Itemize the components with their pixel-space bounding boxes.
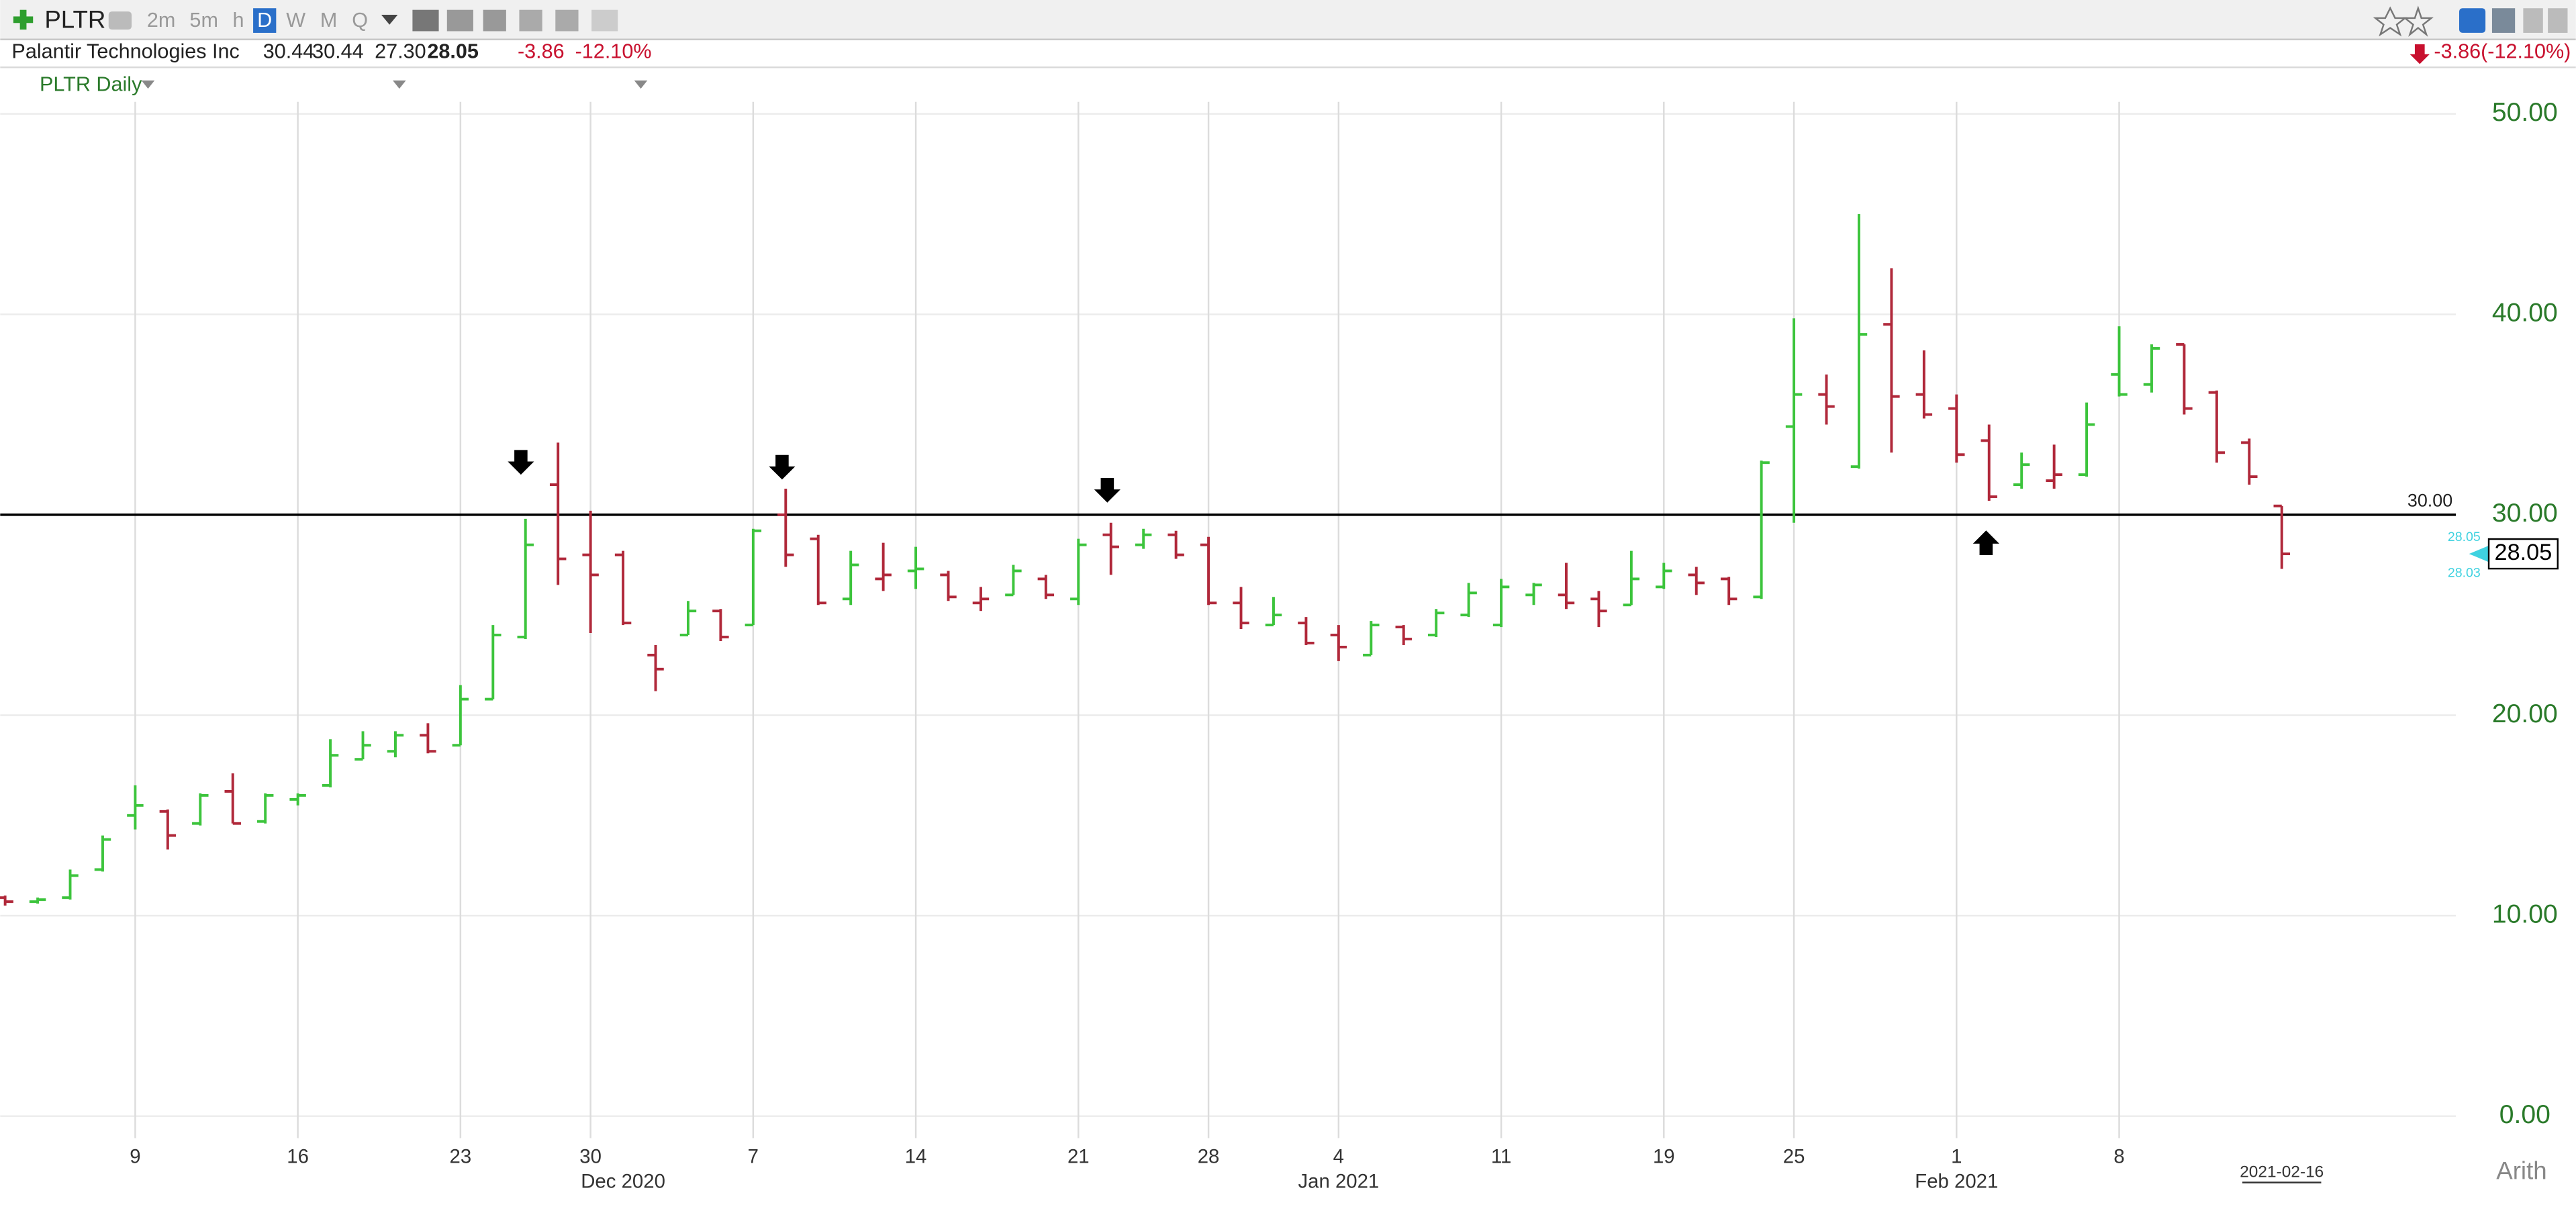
last-price-pointer <box>2469 545 2489 563</box>
s-icon[interactable] <box>2459 8 2486 33</box>
y-tick-label: 30.00 <box>2492 499 2558 528</box>
signal-arrow-down <box>508 450 534 475</box>
x-tick-label: 14 <box>905 1146 927 1168</box>
month-label: Dec 2020 <box>581 1170 665 1192</box>
interval-highlight <box>253 8 277 33</box>
icon[interactable] <box>412 9 439 32</box>
y-tick-label: 20.00 <box>2492 699 2558 728</box>
last-price-box <box>2487 538 2559 570</box>
y-tick-label: 0.00 <box>2499 1100 2550 1129</box>
quote-label: 28.03 <box>2448 566 2481 581</box>
x-tick-label: 1 <box>1951 1146 1962 1168</box>
last-date-label: 2021-02-16 <box>2240 1163 2324 1181</box>
interval-button[interactable]: h <box>233 9 244 32</box>
y-tick-label: 40.00 <box>2492 299 2558 328</box>
interval-button[interactable]: D <box>257 9 272 32</box>
icon[interactable] <box>555 9 579 32</box>
icon[interactable] <box>591 9 618 32</box>
dropdown[interactable] <box>634 80 648 89</box>
icon[interactable] <box>519 9 542 32</box>
x-tick-label: 11 <box>1491 1146 1511 1168</box>
x-tick-label: 25 <box>1783 1146 1805 1168</box>
x-tick-label: 19 <box>1653 1146 1675 1168</box>
symbol[interactable]: PLTR <box>44 5 105 33</box>
icon[interactable] <box>446 9 473 32</box>
quote-open: 30.44 <box>263 40 315 62</box>
x-tick-label: 28 <box>1198 1146 1220 1168</box>
x-tick-label: 4 <box>1333 1146 1344 1168</box>
x-tick-label: 21 <box>1067 1146 1090 1168</box>
company-name: Palantir Technologies Inc <box>11 40 239 62</box>
icon[interactable] <box>108 11 132 30</box>
interval-button[interactable]: 5m <box>189 9 218 32</box>
month-label: Feb 2021 <box>1915 1170 1998 1192</box>
signal-arrow-down <box>1094 477 1120 503</box>
x-tick-label: 9 <box>130 1146 140 1168</box>
y-tick-label: 10.00 <box>2492 899 2558 928</box>
interval-button[interactable]: W <box>286 9 305 32</box>
x-tick-label: 8 <box>2113 1146 2124 1168</box>
x-tick-label: 7 <box>748 1146 759 1168</box>
x-tick-label: 23 <box>450 1146 472 1168</box>
down-arrow-icon <box>2410 44 2430 64</box>
quote-change: -3.86 <box>518 40 565 62</box>
x-tick-label: 16 <box>287 1146 309 1168</box>
star-icon[interactable] <box>2373 6 2407 37</box>
interval-button[interactable]: M <box>320 9 337 32</box>
interval-button[interactable]: Q <box>352 9 368 32</box>
change-summary: -3.86(-12.10%) <box>2434 40 2571 62</box>
chart-title[interactable]: PLTR Daily <box>40 72 142 95</box>
save-icon[interactable] <box>2491 8 2516 33</box>
dropdown[interactable] <box>381 15 398 25</box>
icon[interactable] <box>2523 8 2543 33</box>
interval-button[interactable]: 2m <box>147 9 175 32</box>
y-tick-label: 50.00 <box>2492 98 2558 127</box>
scale-mode[interactable]: Arith <box>2496 1157 2546 1185</box>
x-tick-label: 30 <box>579 1146 602 1168</box>
month-label: Jan 2021 <box>1298 1170 1379 1192</box>
last-price-label: 28.05 <box>2495 540 2553 565</box>
signal-arrow-down <box>769 454 796 480</box>
signal-arrow-up <box>1972 530 1999 555</box>
add-button[interactable] <box>13 9 34 30</box>
dropdown[interactable] <box>141 80 155 89</box>
quote-high: 30.44 <box>312 40 364 62</box>
icon[interactable] <box>2548 8 2568 33</box>
dropdown[interactable] <box>393 80 406 89</box>
quote-last: 28.05 <box>427 40 479 62</box>
icon[interactable] <box>483 9 506 32</box>
star-icon[interactable] <box>2402 5 2434 37</box>
quote-change-pct: -12.10% <box>575 40 652 62</box>
horizontal-line-label: 30.00 <box>2407 490 2452 510</box>
quote-low: 27.30 <box>375 40 426 62</box>
quote-label: 28.05 <box>2448 530 2481 544</box>
